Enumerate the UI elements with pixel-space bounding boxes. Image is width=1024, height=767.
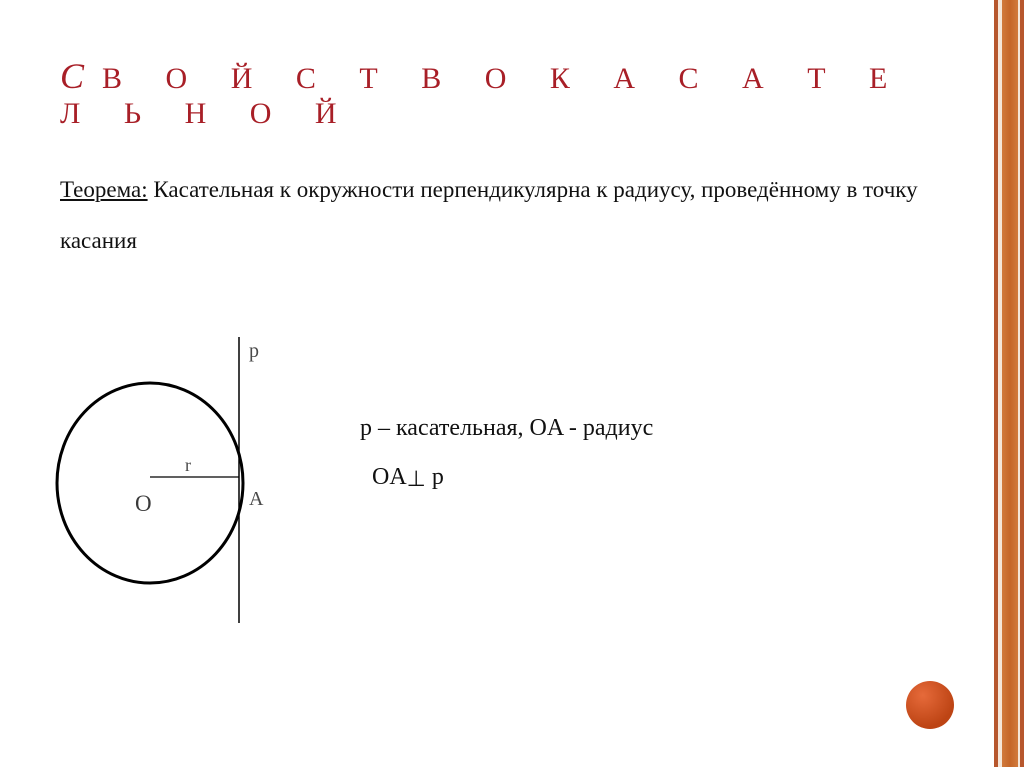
diagram-label-p: p: [249, 340, 259, 362]
theorem-label: Теорема:: [60, 177, 148, 202]
formula-p: p: [426, 464, 444, 490]
formula-line1: p – касательная, OA - радиус: [360, 415, 653, 442]
diagram-label-a: A: [249, 488, 264, 510]
diagram-label-r: r: [185, 455, 191, 475]
theorem-text: Теорема: Касательная к окружности перпен…: [60, 165, 954, 266]
diagram-label-o: O: [135, 491, 152, 516]
formula-block: p – касательная, OA - радиус OA⊥ p: [360, 415, 653, 491]
title-initial-cap: С: [60, 56, 102, 96]
formula-oa: OA: [372, 464, 407, 490]
title-rest: В О Й С Т В О К А С А Т Е Л Ь Н О Й: [60, 62, 905, 130]
theorem-body: Касательная к окружности перпендикулярна…: [60, 177, 918, 253]
diagram-circle: [57, 383, 243, 583]
slide-right-border: [994, 0, 1024, 767]
perpendicular-symbol: ⊥: [407, 466, 426, 492]
slide-title: СВ О Й С Т В О К А С А Т Е Л Ь Н О Й: [60, 55, 964, 131]
tangent-diagram: p r O A: [35, 325, 295, 645]
bullet-decoration: [906, 681, 954, 729]
formula-line2: OA⊥ p: [360, 464, 653, 491]
